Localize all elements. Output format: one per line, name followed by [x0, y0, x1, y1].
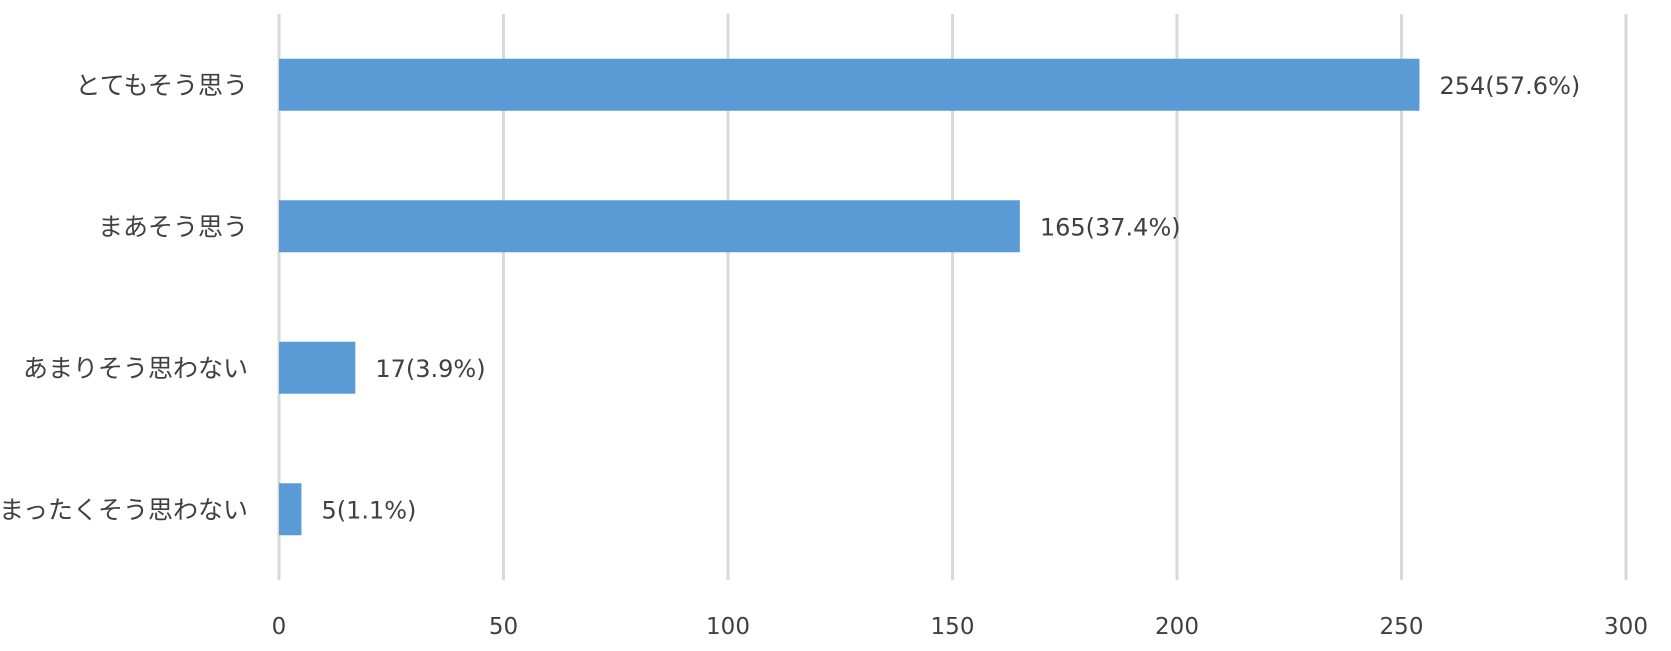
data-label: 5(1.1%) — [321, 496, 416, 524]
data-label: 17(3.9%) — [375, 355, 485, 383]
x-tick-label: 300 — [1604, 614, 1648, 640]
x-tick-label: 150 — [931, 614, 975, 640]
bar — [279, 58, 1420, 111]
x-tick-label: 100 — [706, 614, 750, 640]
category-label: まったくそう思わない — [0, 495, 248, 524]
bar — [279, 341, 356, 394]
category-label: とてもそう思う — [75, 71, 248, 100]
bar — [279, 200, 1020, 253]
category-label: まあそう思う — [98, 212, 248, 241]
category-label: あまりそう思わない — [23, 354, 248, 383]
x-tick-label: 0 — [272, 614, 287, 640]
x-tick-label: 250 — [1380, 614, 1424, 640]
bars — [279, 58, 1420, 536]
bar — [279, 483, 302, 536]
data-label: 254(57.6%) — [1439, 72, 1580, 100]
x-tick-label: 50 — [489, 614, 518, 640]
x-tick-label: 200 — [1155, 614, 1199, 640]
data-label: 165(37.4%) — [1040, 213, 1181, 241]
labels: 0 50 100 150 200 250 300 とてもそう思う 254(57.6%) まあそう思… — [0, 71, 1648, 640]
